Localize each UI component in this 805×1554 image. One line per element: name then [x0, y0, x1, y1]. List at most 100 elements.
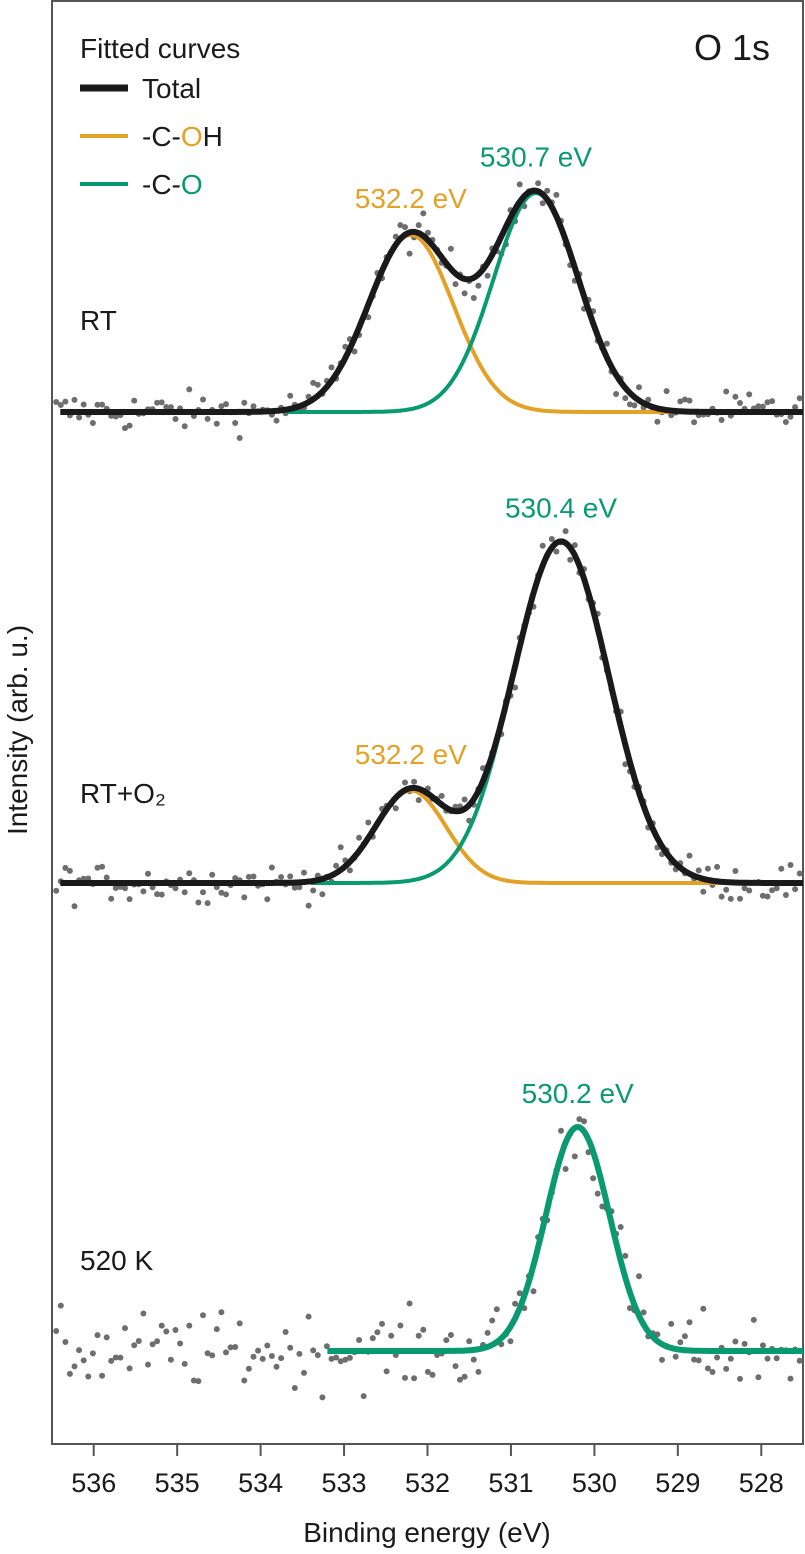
data-point [94, 864, 101, 871]
data-point [461, 796, 468, 803]
data-point [369, 1335, 376, 1342]
data-point [250, 403, 257, 410]
data-point [714, 863, 721, 870]
data-point [53, 887, 60, 894]
data-point [447, 1332, 454, 1338]
data-point [626, 401, 633, 408]
data-point [691, 1356, 698, 1363]
data-point [80, 401, 87, 408]
data-point [264, 1342, 271, 1349]
data-point [85, 1373, 92, 1380]
panel-2: 520 K 530.2 eV [53, 1078, 803, 1401]
data-point [126, 896, 133, 903]
data-point [590, 1175, 597, 1182]
data-point [732, 393, 739, 400]
data-point [461, 290, 468, 297]
data-point [333, 1354, 340, 1361]
data-point [507, 1338, 514, 1345]
data-point [158, 891, 165, 898]
data-point [291, 884, 298, 891]
data-point [172, 1327, 179, 1333]
x-tick-label: 536 [71, 1468, 116, 1498]
data-point [475, 1368, 482, 1375]
data-point [223, 891, 229, 898]
data-point [778, 865, 785, 872]
peak-annotation: 530.7 eV [480, 142, 592, 173]
data-point [186, 1322, 193, 1329]
data-point [167, 404, 174, 411]
data-point [337, 844, 344, 851]
data-point [571, 542, 578, 549]
data-point [727, 895, 734, 902]
data-point [232, 875, 239, 882]
x-tick-label: 531 [488, 1468, 533, 1498]
data-point [296, 884, 303, 891]
data-point [535, 180, 542, 187]
data-point [236, 1320, 243, 1327]
data-point [626, 1305, 633, 1312]
legend-label-part: Total [142, 73, 201, 104]
x-tick-label: 529 [655, 1468, 700, 1498]
data-point [282, 1329, 289, 1335]
data-point [278, 874, 285, 880]
data-point [346, 867, 353, 874]
panel-0: RT 532.2 eV 530.7 eV [53, 142, 803, 441]
chart-title: O 1s [694, 27, 770, 68]
data-point [782, 419, 789, 425]
data-point [773, 1355, 780, 1362]
data-point [213, 420, 220, 427]
data-point [181, 423, 188, 430]
data-point [218, 403, 225, 410]
data-point [99, 401, 106, 408]
data-point [796, 1357, 803, 1364]
data-point [723, 1365, 730, 1372]
data-point [622, 395, 629, 402]
data-point [268, 864, 275, 871]
spectra-panels: RT 532.2 eV 530.7 eV RT+O₂ 532.2 eV 530.4 eV 5… [53, 142, 803, 1401]
legend-title: Fitted curves [80, 33, 240, 64]
data-point [539, 200, 546, 207]
data-point [145, 870, 151, 877]
data-point [273, 417, 280, 424]
data-point [677, 398, 684, 405]
data-point [71, 1363, 78, 1370]
data-point [53, 1328, 60, 1334]
data-point [636, 384, 642, 391]
data-point [296, 1350, 303, 1357]
data-point [328, 364, 335, 371]
data-point [200, 396, 206, 403]
data-point [245, 873, 252, 880]
data-point [663, 388, 670, 395]
data-point [209, 1352, 216, 1359]
data-point [172, 885, 179, 892]
data-point [741, 885, 748, 892]
data-point [420, 210, 427, 217]
data-point [186, 386, 193, 393]
data-point [686, 1319, 693, 1326]
data-point [154, 399, 161, 406]
data-point [287, 392, 294, 399]
data-point [66, 867, 73, 874]
data-point [232, 420, 239, 426]
data-point [223, 1349, 229, 1356]
data-point [108, 895, 115, 902]
data-point [108, 1357, 115, 1364]
data-point [613, 391, 620, 397]
data-point [287, 873, 294, 880]
legend-label: -C-OH [142, 121, 223, 152]
data-point [117, 1354, 124, 1361]
data-point [691, 419, 698, 426]
data-point [76, 1347, 83, 1354]
legend-entries: Total-C-OH-C-O [80, 73, 223, 200]
data-point [764, 893, 771, 900]
data-point [126, 1365, 133, 1372]
data-point [558, 1127, 564, 1134]
data-point [71, 396, 78, 403]
data-point [209, 871, 216, 878]
data-point [227, 1344, 234, 1351]
data-point [443, 1337, 450, 1344]
data-points [53, 528, 803, 910]
data-point [654, 418, 661, 425]
peak-annotation: 532.2 eV [355, 739, 467, 770]
